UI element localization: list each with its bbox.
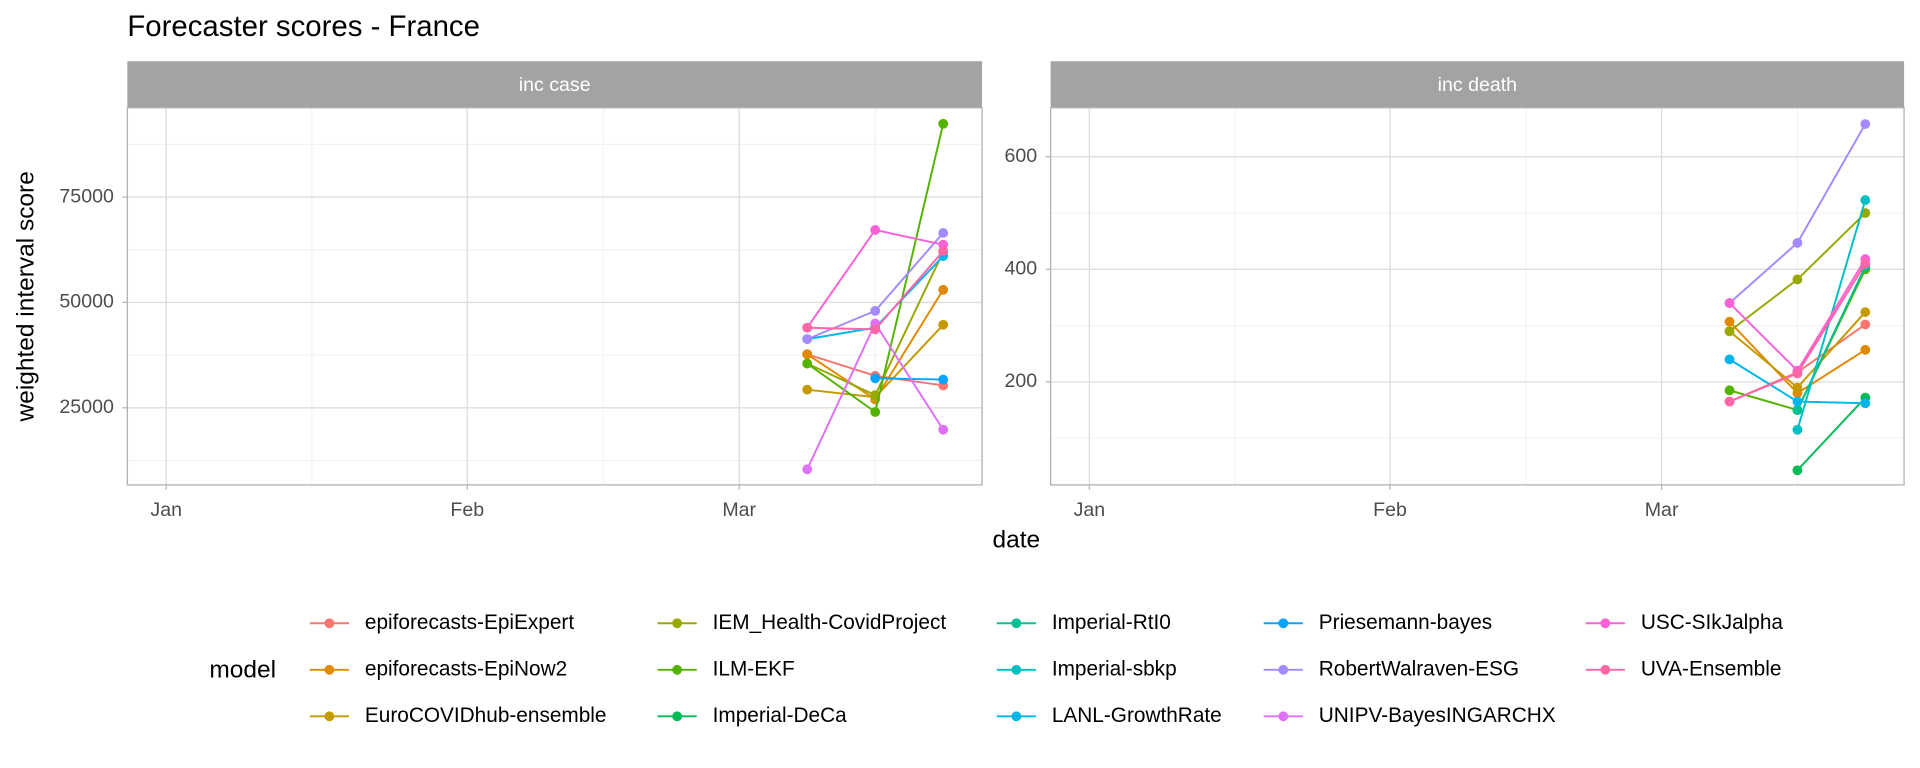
legend-point [324,664,335,675]
data-point [1792,424,1803,435]
y-tick-label: 200 [1004,370,1037,392]
legend-point [1011,618,1022,629]
series-line: Imperial-DeCa [1796,396,1867,471]
data-point [938,246,949,256]
legend-label: epiforecasts-EpiNow2 [365,657,567,680]
panel-border [126,107,983,486]
data-point [1724,396,1735,407]
strip-label: inc case [519,74,591,96]
legend-point [1011,664,1022,675]
legend-label: UNIPV-BayesINGARCHX [1319,704,1556,727]
legend-point [1011,711,1022,722]
y-tick-label: 400 [1004,257,1037,279]
data-point [938,284,949,295]
legend-label: EuroCOVIDhub-ensemble [365,704,607,727]
data-point [802,464,813,475]
legend-point [1600,664,1611,675]
plot-background [1050,107,1905,485]
series-line: Imperial-RtI0 [1796,266,1867,411]
legend-label: Imperial-RtI0 [1052,611,1171,634]
data-point [1792,274,1803,285]
legend-point [1278,664,1289,675]
legend-label: UVA-Ensemble [1641,657,1782,680]
data-point [938,374,949,385]
x-tick-label: Mar [1645,499,1679,521]
data-point [870,324,881,335]
x-tick-label: Mar [722,499,756,521]
legend-label: IEM_Health-CovidProject [713,611,947,634]
y-tick-label: 75000 [59,185,114,207]
x-axis-title: date [993,527,1041,554]
x-tick-label: Feb [1373,499,1407,521]
data-point [802,349,813,360]
data-point [1860,119,1871,129]
legend-point [324,618,335,629]
data-point [1792,237,1803,248]
data-point [1860,258,1871,269]
x-tick-label: Feb [450,499,484,521]
y-axis-title: weighted interval score [12,171,39,422]
legend-label: Imperial-DeCa [713,704,847,727]
series-line: Priesemann-bayes [875,377,944,381]
data-point [1724,298,1735,308]
data-point [870,305,881,316]
data-point [1860,195,1871,205]
data-point [938,424,949,435]
data-point [802,358,813,369]
y-tick-label: 50000 [59,291,114,313]
data-point [870,225,881,235]
data-point [938,228,949,238]
strip-label: inc death [1438,74,1517,96]
data-point [1860,344,1871,355]
y-tick-label: 25000 [59,396,114,418]
data-point [1792,382,1803,393]
x-tick-label: Jan [150,499,182,521]
legend-point [672,711,683,722]
legend-label: ILM-EKF [713,657,795,680]
legend-label: RobertWalraven-ESG [1319,657,1519,680]
data-point [1724,385,1735,396]
data-point [1724,326,1735,337]
legend-point [1278,618,1289,629]
data-point [938,319,949,330]
legend-point [324,711,335,722]
chart-title: Forecaster scores - France [127,10,480,43]
data-point [802,384,813,395]
legend-label: USC-SIkJalpha [1641,611,1784,634]
strip-background [127,61,983,108]
panel-border [1049,107,1905,486]
x-tick-label: Jan [1074,499,1106,521]
data-point [1792,405,1803,415]
data-point [1724,316,1735,327]
data-point [1792,396,1803,407]
legend-point [1278,711,1289,722]
legend-title: model [209,656,276,683]
legend-point [1600,618,1611,629]
data-point [870,373,881,384]
y-tick-label: 600 [1004,145,1037,167]
data-point [802,322,813,333]
data-point [1860,307,1871,317]
data-point [1860,398,1871,409]
data-point [938,118,949,129]
data-point [1724,354,1735,365]
data-point [1860,319,1871,330]
legend-label: Priesemann-bayes [1319,611,1492,634]
plot-background [127,107,983,485]
legend-label: Imperial-sbkp [1052,657,1177,680]
data-point [870,407,881,417]
data-point [1792,465,1803,476]
data-point [802,334,813,344]
legend-label: LANL-GrowthRate [1052,704,1222,727]
legend-point [672,618,683,629]
legend-point [672,664,683,675]
strip-background [1050,61,1905,108]
data-point [1792,368,1803,379]
legend-label: epiforecasts-EpiExpert [365,611,574,634]
